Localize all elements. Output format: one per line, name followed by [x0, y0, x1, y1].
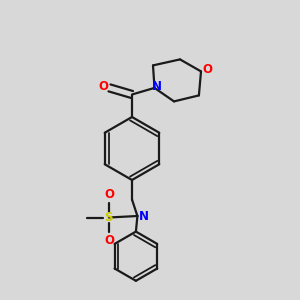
- Text: S: S: [104, 211, 112, 224]
- Text: N: N: [152, 80, 162, 94]
- Text: O: O: [202, 63, 213, 76]
- Text: O: O: [104, 234, 114, 247]
- Text: N: N: [138, 209, 148, 223]
- Text: O: O: [98, 80, 108, 93]
- Text: O: O: [104, 188, 114, 201]
